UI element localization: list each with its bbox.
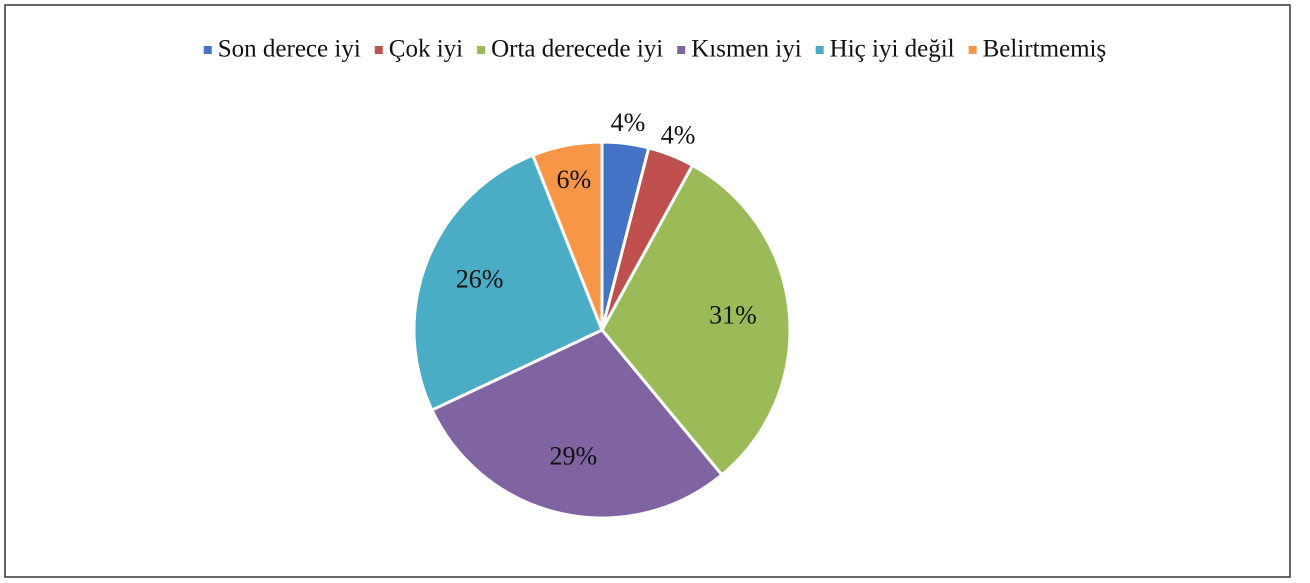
legend-label: Orta derecede iyi [491,36,663,63]
data-label: 6% [556,165,591,194]
legend-label: Belirtmemiş [983,36,1107,63]
data-label: 26% [456,265,504,294]
legend-label: Son derece iyi [218,36,361,63]
pie-slice [530,140,604,331]
legend-label: Kısmen iyi [691,36,801,63]
legend-marker [677,46,686,54]
legend-marker [477,46,486,54]
legend-marker [374,46,383,54]
legend: Son derece iyi Çok iyi Orta derecede iyi Kı… [203,36,1107,63]
legend-marker [968,46,977,54]
pie-slice [412,153,604,413]
legend-marker [203,46,212,54]
legend-label: Çok iyi [389,36,463,63]
legend-label: Hiç iyi değil [830,36,955,63]
data-label: 31% [709,301,757,330]
data-label: 4% [661,121,696,150]
legend-marker [815,46,824,54]
pie-slice [600,163,792,477]
data-label: 29% [549,441,597,470]
data-label: 4% [611,108,646,137]
